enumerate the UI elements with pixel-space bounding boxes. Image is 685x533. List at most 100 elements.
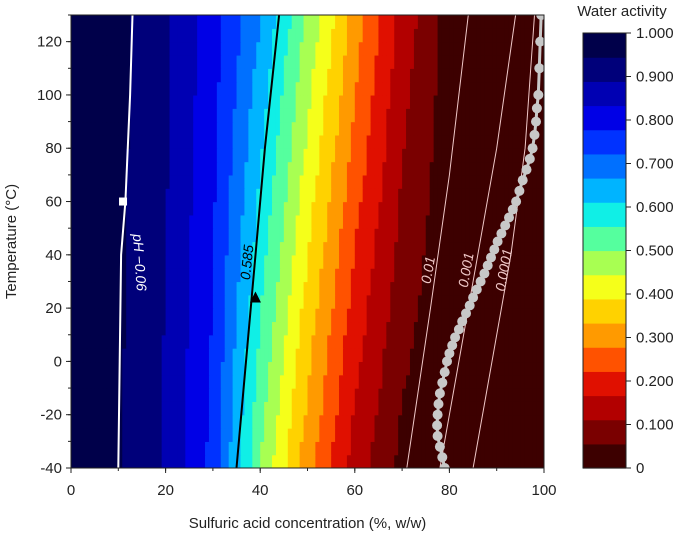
heatmap-cell <box>390 294 395 309</box>
heatmap-cell <box>205 108 210 123</box>
heatmap-cell <box>189 308 194 323</box>
heatmap-cell <box>311 134 316 149</box>
heatmap-cell <box>110 148 115 163</box>
dotted-series-point <box>489 244 500 255</box>
heatmap-cell <box>287 188 293 203</box>
heatmap-cell <box>78 228 84 243</box>
heatmap-cell <box>98 428 104 442</box>
heatmap-cell <box>390 161 395 176</box>
heatmap-cell <box>260 361 265 376</box>
heatmap-cell <box>342 161 348 176</box>
heatmap-cell <box>173 228 179 243</box>
heatmap-cell <box>272 214 277 229</box>
heatmap-cell <box>406 68 411 83</box>
heatmap-cell <box>224 254 230 269</box>
heatmap-cell <box>86 28 92 43</box>
heatmap-cell <box>157 334 163 349</box>
heatmap-cell <box>465 28 470 43</box>
heatmap-cell <box>315 41 320 56</box>
heatmap-cell <box>508 454 514 468</box>
heatmap-cell <box>425 241 431 256</box>
heatmap-cell <box>299 348 305 363</box>
heatmap-cell <box>303 241 309 256</box>
heatmap-cell <box>315 188 320 203</box>
heatmap-cell <box>193 308 198 323</box>
heatmap-cell <box>122 174 127 189</box>
heatmap-cell <box>138 348 143 363</box>
heatmap-cell <box>71 161 76 176</box>
heatmap-cell <box>98 188 104 203</box>
heatmap-cell <box>130 108 135 123</box>
heatmap-cell <box>252 188 257 203</box>
heatmap-cell <box>378 188 383 203</box>
heatmap-cell <box>303 121 309 136</box>
heatmap-cell <box>311 321 316 336</box>
heatmap-cell <box>228 281 234 296</box>
heatmap-cell <box>433 174 439 189</box>
heatmap-cell <box>94 441 100 456</box>
heatmap-cell <box>398 268 403 283</box>
heatmap-cell <box>201 68 206 83</box>
heatmap-cell <box>374 454 380 468</box>
heatmap-cell <box>402 121 407 136</box>
heatmap-cell <box>350 321 356 336</box>
heatmap-cell <box>386 174 391 189</box>
heatmap-cell <box>141 281 147 296</box>
heatmap-cell <box>279 54 285 69</box>
heatmap-cell <box>240 254 246 269</box>
heatmap-cell <box>476 268 482 283</box>
heatmap-cell <box>429 161 435 176</box>
heatmap-cell <box>287 454 293 468</box>
heatmap-cell <box>488 161 494 176</box>
heatmap-cell <box>256 134 261 149</box>
heatmap-cell <box>224 334 230 349</box>
heatmap-cell <box>536 348 541 363</box>
heatmap-cell <box>378 441 383 456</box>
heatmap-cell <box>469 228 474 243</box>
heatmap-cell <box>212 428 218 442</box>
heatmap-cell <box>102 348 108 363</box>
heatmap-cell <box>508 228 514 243</box>
heatmap-cell <box>98 374 104 389</box>
heatmap-cell <box>90 268 96 283</box>
heatmap-cell <box>366 28 372 43</box>
heatmap-cell <box>189 441 194 456</box>
heatmap-cell <box>500 201 506 216</box>
heatmap-cell <box>500 374 506 389</box>
heatmap-cell <box>169 294 175 309</box>
heatmap-cell <box>193 254 198 269</box>
heatmap-cell <box>138 241 143 256</box>
heatmap-cell <box>145 308 151 323</box>
heatmap-cell <box>90 388 96 402</box>
heatmap-cell <box>169 108 175 123</box>
heatmap-cell <box>536 161 541 176</box>
heatmap-cell <box>311 441 316 456</box>
heatmap-cell <box>185 254 190 269</box>
heatmap-cell <box>106 161 112 176</box>
heatmap-cell <box>425 28 431 43</box>
heatmap-cell <box>157 294 163 309</box>
colorbar-band <box>583 178 626 203</box>
heatmap-cell <box>417 161 423 176</box>
heatmap-cell <box>236 214 242 229</box>
heatmap-cell <box>480 441 486 456</box>
heatmap-cell <box>118 428 123 442</box>
heatmap-cell <box>488 81 494 96</box>
heatmap-cell <box>134 108 139 123</box>
heatmap-cell <box>524 454 529 468</box>
heatmap-cell <box>500 414 506 429</box>
heatmap-cell <box>409 134 415 149</box>
heatmap-cell <box>323 54 328 69</box>
heatmap-cell <box>114 41 119 56</box>
heatmap-cell <box>335 428 340 442</box>
heatmap-cell <box>417 321 423 336</box>
heatmap-cell <box>212 15 218 29</box>
heatmap-cell <box>134 441 139 456</box>
heatmap-cell <box>492 361 498 376</box>
heatmap-cell <box>248 161 253 176</box>
heatmap-cell <box>228 134 234 149</box>
heatmap-cell <box>512 28 518 43</box>
heatmap-cell <box>268 334 273 349</box>
heatmap-cell <box>469 268 474 283</box>
heatmap-cell <box>189 334 194 349</box>
